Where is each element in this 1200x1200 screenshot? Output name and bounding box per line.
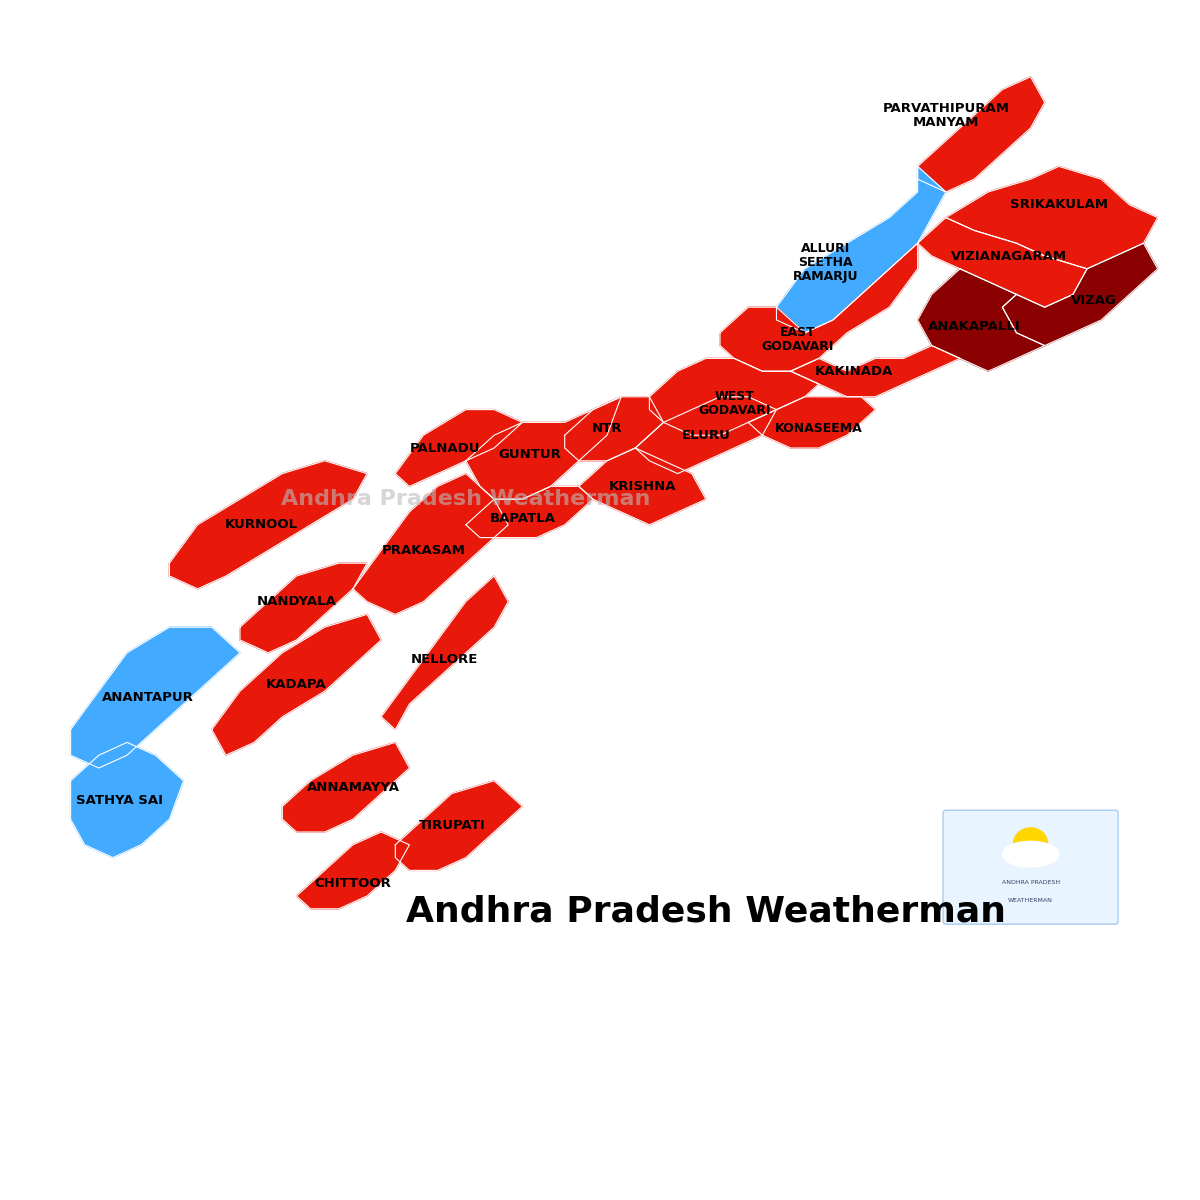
Polygon shape — [749, 397, 875, 448]
Text: KONASEEMA: KONASEEMA — [775, 422, 863, 436]
Text: NTR: NTR — [592, 422, 623, 436]
Text: GUNTUR: GUNTUR — [498, 448, 560, 461]
Text: ANANTAPUR: ANANTAPUR — [102, 691, 194, 704]
Text: ANAKAPALLI: ANAKAPALLI — [928, 320, 1020, 332]
Polygon shape — [395, 781, 522, 870]
Polygon shape — [395, 409, 522, 486]
Polygon shape — [466, 486, 593, 538]
Polygon shape — [791, 346, 960, 397]
Text: Above Normal: Above Normal — [890, 1133, 1110, 1162]
Text: KAKINADA: KAKINADA — [815, 365, 893, 378]
Text: TIRUPATI: TIRUPATI — [419, 820, 485, 832]
Text: PARVATHIPURAM
MANYAM: PARVATHIPURAM MANYAM — [882, 102, 1009, 128]
Text: 1 C - 4 C: 1 C - 4 C — [929, 1066, 1072, 1094]
Polygon shape — [776, 167, 946, 332]
Polygon shape — [649, 359, 818, 436]
Text: HOT CONDITIONS: HOT CONDITIONS — [892, 1003, 1109, 1022]
Text: NELLORE: NELLORE — [412, 653, 479, 666]
Text: ANDHRA PRADESH: ANDHRA PRADESH — [1002, 880, 1060, 884]
Text: VIZIANAGARAM: VIZIANAGARAM — [952, 250, 1068, 263]
Text: PRAKASAM: PRAKASAM — [382, 544, 466, 557]
Polygon shape — [635, 397, 776, 474]
Text: CHITTOOR: CHITTOOR — [314, 877, 391, 889]
Text: WEST
GODAVARI: WEST GODAVARI — [698, 390, 770, 416]
Polygon shape — [918, 77, 1045, 192]
Text: KADAPA: KADAPA — [266, 678, 326, 691]
Polygon shape — [71, 628, 240, 768]
Text: ALLURI
SEETHA
RAMARJU: ALLURI SEETHA RAMARJU — [793, 242, 859, 283]
Text: SRIKAKULAM: SRIKAKULAM — [1010, 198, 1108, 211]
Polygon shape — [71, 743, 184, 858]
Text: KURNOOL: KURNOOL — [224, 518, 298, 532]
Text: 4 C - 8 C: 4 C - 8 C — [529, 1066, 671, 1094]
Polygon shape — [578, 448, 706, 524]
Polygon shape — [918, 217, 1087, 307]
Text: Above Normal: Above Normal — [490, 1133, 710, 1162]
Text: SEVERE HEAT WAVE: SEVERE HEAT WAVE — [77, 1003, 324, 1022]
Text: Above Normal: Above Normal — [90, 1133, 310, 1162]
Text: PALNADU: PALNADU — [409, 442, 480, 455]
Text: WEATHERMAN: WEATHERMAN — [1008, 898, 1054, 904]
Polygon shape — [565, 397, 664, 461]
Text: 8 C - 10 C: 8 C - 10 C — [118, 1066, 282, 1094]
Text: HEAT WAVE: HEAT WAVE — [528, 1003, 672, 1022]
Text: EAST
GODAVARI: EAST GODAVARI — [762, 325, 834, 353]
Text: Andhra Pradesh Weatherman: Andhra Pradesh Weatherman — [406, 894, 1006, 928]
FancyBboxPatch shape — [943, 810, 1118, 924]
Text: NANDYALA: NANDYALA — [257, 595, 336, 608]
Polygon shape — [382, 576, 509, 730]
Polygon shape — [240, 563, 367, 653]
Text: VIZAG: VIZAG — [1072, 294, 1117, 307]
Text: ANNAMAYYA: ANNAMAYYA — [306, 781, 400, 793]
Polygon shape — [1002, 244, 1158, 346]
Polygon shape — [282, 743, 409, 832]
Polygon shape — [918, 269, 1045, 371]
Polygon shape — [946, 167, 1158, 269]
Text: Andhra Pradesh Weatherman: Andhra Pradesh Weatherman — [281, 490, 650, 509]
Circle shape — [1014, 828, 1048, 859]
Polygon shape — [211, 614, 382, 755]
Polygon shape — [169, 461, 367, 589]
Ellipse shape — [1002, 841, 1058, 866]
Polygon shape — [296, 832, 409, 908]
Polygon shape — [466, 397, 622, 499]
Polygon shape — [353, 474, 509, 614]
Text: ELURU: ELURU — [682, 428, 731, 442]
Text: KRISHNA: KRISHNA — [608, 480, 676, 493]
Text: BAPATLA: BAPATLA — [490, 512, 556, 524]
Polygon shape — [720, 244, 918, 371]
Text: SATHYA SAI: SATHYA SAI — [77, 793, 163, 806]
